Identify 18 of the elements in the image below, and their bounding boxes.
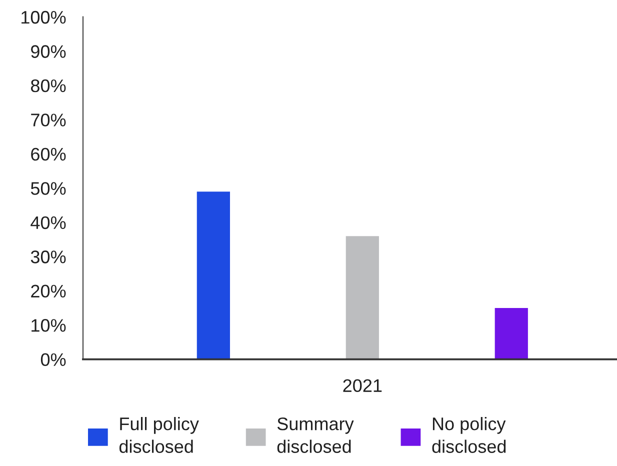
- legend-label: No policy disclosed: [432, 417, 506, 453]
- y-tick-label: 0%: [40, 353, 66, 366]
- y-tick-label: 10%: [32, 319, 66, 332]
- bar: [346, 236, 379, 360]
- y-tick-label: 20%: [31, 284, 66, 298]
- legend-label: Full policy disclosed: [119, 417, 199, 453]
- y-tick-label: 70%: [31, 114, 66, 126]
- y-tick-label: 60%: [31, 148, 66, 161]
- x-tick-label: 2021: [343, 379, 382, 392]
- y-tick-label: 50%: [30, 182, 66, 195]
- legend-label: Summary disclosed: [277, 417, 354, 453]
- bar: [196, 192, 230, 360]
- y-tick-label: 30%: [30, 250, 66, 264]
- bar: [494, 308, 528, 360]
- y-tick-label: 40%: [30, 216, 66, 230]
- y-tick-label: 90%: [31, 45, 66, 58]
- y-tick-label: 80%: [30, 79, 66, 92]
- y-tick-label: 100%: [22, 10, 66, 24]
